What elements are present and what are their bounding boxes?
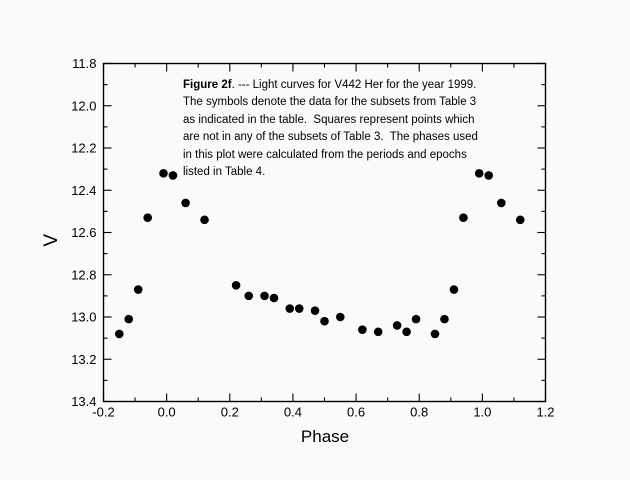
data-point (143, 213, 152, 223)
x-tick-label: 1.2 (536, 405, 554, 420)
y-tick-label: 12.0 (71, 98, 96, 113)
y-tick-label: 11.8 (72, 56, 96, 71)
data-point (373, 327, 383, 337)
y-tick-label: 12.4 (71, 183, 96, 198)
x-tick-label: 0.6 (347, 405, 365, 420)
caption-line-1: Figure 2f. --- Light curves for V442 Her… (183, 77, 478, 94)
data-point (320, 316, 329, 326)
y-tick-label: 13.2 (71, 352, 96, 367)
figure-caption: Figure 2f. --- Light curves for V442 Her… (183, 77, 478, 181)
x-tick-label: 1.0 (473, 405, 491, 420)
x-axis-label: Phase (300, 427, 350, 446)
data-point (474, 169, 484, 178)
y-tick-label: 12.2 (71, 141, 96, 156)
y-axis-label: V (41, 233, 62, 247)
data-point (411, 314, 421, 324)
caption-line-3: as indicated in the table. Squares repre… (183, 113, 475, 126)
data-point (181, 198, 190, 208)
data-point (459, 213, 468, 223)
data-point (231, 281, 241, 290)
data-point (484, 171, 493, 180)
caption-figure-number: Figure 2f (183, 79, 232, 91)
plot-frame (102, 62, 547, 403)
caption-line-1-text: . --- Light curves for V442 Her for the … (231, 79, 477, 91)
caption-line-6: listed in Table 4. (183, 166, 266, 179)
data-point (358, 325, 367, 334)
data-point (294, 304, 304, 313)
data-point (285, 304, 295, 313)
data-point (124, 314, 134, 324)
data-point (310, 306, 320, 315)
data-point (133, 285, 143, 294)
x-tick-label: 0.0 (158, 405, 176, 420)
x-tick-label: 0.4 (284, 405, 302, 420)
caption-line-4: are not in any of the subsets of Table 3… (183, 131, 478, 144)
data-point (430, 329, 440, 339)
data-point (168, 171, 178, 180)
data-point (402, 327, 411, 337)
y-tick-label: 12.6 (71, 225, 96, 240)
data-point (269, 293, 279, 303)
data-point (114, 329, 124, 339)
data-point (449, 285, 459, 294)
caption-line-5: in this plot were calculated from the pe… (183, 148, 467, 161)
data-point (392, 321, 402, 330)
data-point (244, 291, 254, 301)
data-point (440, 314, 449, 324)
y-tick-label: 13.0 (71, 310, 96, 325)
data-point (200, 215, 209, 225)
data-point (335, 312, 345, 322)
x-tick-label: 0.8 (410, 405, 428, 420)
data-point (497, 198, 506, 208)
x-tick-label: -0.2 (92, 405, 114, 420)
caption-line-2: The symbols denote the data for the subs… (183, 96, 477, 109)
data-point (260, 291, 269, 301)
x-tick-label: 0.2 (221, 405, 239, 420)
data-point (159, 169, 168, 178)
data-point (515, 215, 525, 225)
y-tick-label: 12.8 (71, 267, 96, 282)
y-tick-label: 13.4 (71, 394, 96, 409)
